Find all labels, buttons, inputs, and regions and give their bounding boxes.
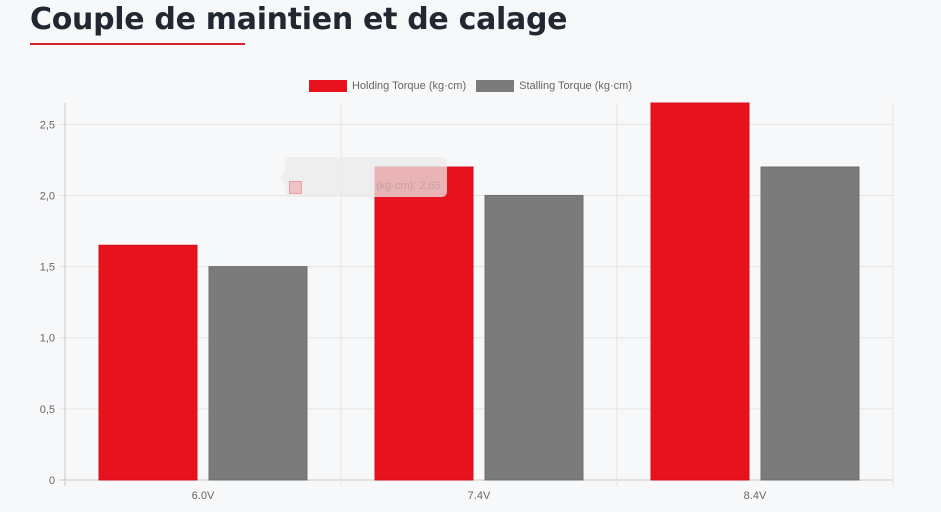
bar-holding [98, 244, 198, 481]
tooltip-caret [279, 172, 285, 184]
chart-legend: Holding Torque (kg·cm) Stalling Torque (… [0, 80, 941, 92]
legend-label-holding: Holding Torque (kg·cm) [351, 80, 467, 92]
y-tick-label: 1,0 [40, 333, 55, 345]
legend-swatch-holding [308, 80, 347, 92]
bar-stalling [760, 166, 860, 481]
tooltip-text: (kg·cm): 2,65 [376, 180, 441, 192]
y-tick-label: 0 [49, 475, 55, 487]
chart-tooltip [285, 157, 447, 197]
y-tick-label: 2,5 [40, 119, 55, 131]
legend-item-holding[interactable]: Holding Torque (kg·cm) [308, 80, 467, 92]
legend-swatch-stalling [476, 80, 515, 92]
bar-stalling [208, 266, 308, 481]
y-tick-label: 1,5 [40, 262, 55, 274]
bar-holding [374, 166, 474, 481]
y-tick-label: 2,0 [40, 190, 55, 202]
bar-holding [650, 102, 750, 481]
x-tick-label: 6.0V [192, 490, 215, 502]
x-tick-label: 8.4V [744, 490, 767, 502]
tooltip-swatch [289, 181, 302, 194]
legend-label-stalling: Stalling Torque (kg·cm) [519, 80, 633, 92]
bar-stalling [484, 194, 584, 481]
y-tick-label: 0,5 [40, 404, 55, 416]
legend-item-stalling[interactable]: Stalling Torque (kg·cm) [476, 80, 632, 92]
title-underline [30, 43, 245, 45]
x-tick-label: 7.4V [468, 490, 491, 502]
page-title: Couple de maintien et de calage [30, 2, 568, 37]
